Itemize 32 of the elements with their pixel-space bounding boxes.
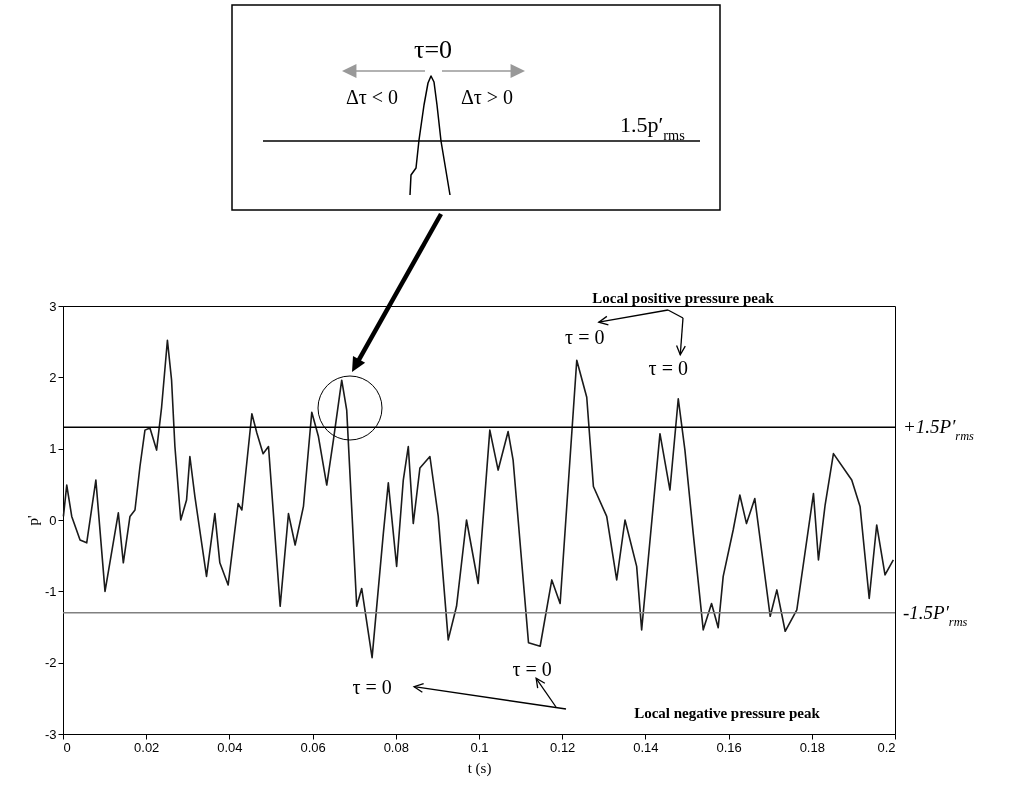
text: Local positive pressure peak [592,290,775,306]
y-tick-label: 0 [49,512,57,528]
y-tick-label: -2 [44,655,57,671]
x-tick-label: 0.12 [550,739,576,755]
x-tick-label: 0.04 [217,739,243,755]
text: 1.5p′$_{rms}$ [620,112,686,143]
x-tick-label: 0.02 [134,739,160,755]
text: Δτ < 0 [345,86,399,108]
annotation: Local negative pressure peak [634,705,821,721]
annotation: τ = 0 [352,675,392,698]
text: τ=0 [413,35,453,64]
ref-line-label: +1.5P′$_{rms}$ [903,416,975,444]
x-tick-label: 0.1 [470,739,489,755]
y-tick-label: 3 [49,298,57,314]
text: Δτ > 0 [460,86,514,108]
ref-line-label: -1.5P′$_{rms}$ [903,601,968,629]
annotation: τ = 0 [565,326,605,349]
annotation: τ = 0 [648,356,688,379]
y-tick-label: -1 [44,583,57,599]
x-tick-label: 0.2 [877,739,896,755]
y-tick-label: 2 [49,369,57,385]
x-tick-label: 0.06 [300,739,326,755]
x-axis-title: t (s) [467,759,492,777]
x-tick-label: 0.18 [799,739,825,755]
y-axis-title: p' [24,515,41,526]
annotation: τ = 0 [512,658,552,681]
x-tick-label: 0.14 [633,739,659,755]
y-tick-label: 1 [49,441,57,457]
x-tick-label: 0 [63,739,71,755]
y-tick-label: -3 [44,726,57,742]
x-tick-label: 0.16 [716,739,742,755]
x-tick-label: 0.08 [383,739,409,755]
